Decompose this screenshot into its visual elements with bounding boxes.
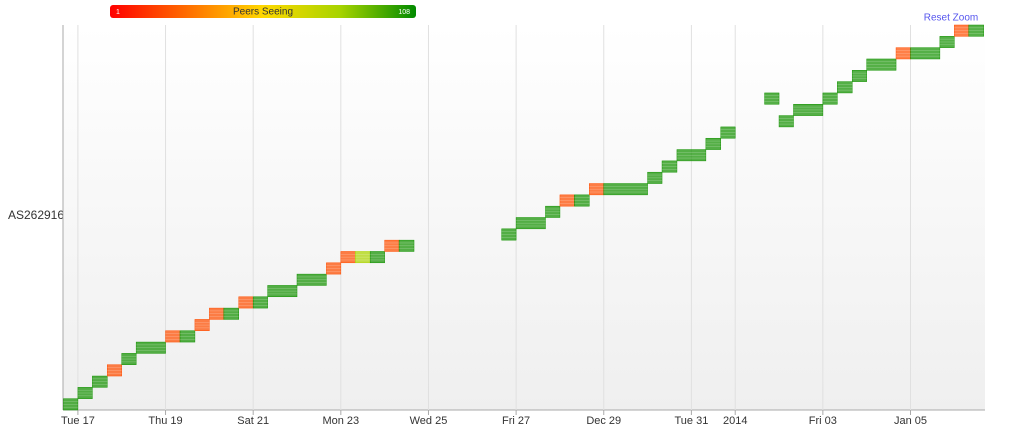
x-tick-label: Tue 17 bbox=[61, 415, 95, 427]
prefix-block bbox=[194, 319, 210, 331]
prefix-block bbox=[296, 273, 327, 286]
prefix-block bbox=[866, 58, 897, 71]
prefix-block bbox=[676, 149, 707, 162]
prefix-block bbox=[135, 341, 166, 354]
color-legend bbox=[110, 5, 416, 18]
prefix-block bbox=[822, 92, 838, 105]
prefix-block bbox=[179, 330, 196, 343]
x-tick-label: Wed 25 bbox=[410, 415, 448, 427]
x-tick-label: Fri 03 bbox=[809, 415, 837, 427]
legend-min: 1 bbox=[116, 9, 120, 16]
prefix-block bbox=[647, 171, 663, 184]
x-tick-label: Sat 21 bbox=[237, 415, 269, 427]
prefix-block bbox=[778, 115, 794, 128]
prefix-block bbox=[968, 24, 984, 37]
prefix-block bbox=[910, 47, 941, 60]
reset-zoom[interactable]: Reset Zoom bbox=[924, 13, 978, 24]
prefix-block bbox=[705, 137, 722, 150]
prefix-block bbox=[252, 296, 268, 309]
prefix-block bbox=[661, 160, 678, 173]
x-tick-label: Thu 19 bbox=[148, 415, 182, 427]
prefix-block bbox=[63, 398, 79, 411]
prefix-block bbox=[398, 239, 415, 252]
prefix-block bbox=[939, 36, 955, 48]
prefix-block bbox=[267, 285, 298, 298]
prefix-block bbox=[851, 70, 867, 82]
prefix-block bbox=[545, 205, 561, 218]
prefix-block bbox=[501, 228, 517, 241]
legend-max: 108 bbox=[398, 9, 410, 16]
x-tick-label: Fri 27 bbox=[502, 415, 530, 427]
prefix-block bbox=[326, 262, 342, 275]
x-tick-label: 2014 bbox=[723, 415, 747, 427]
prefix-block bbox=[603, 183, 648, 196]
prefix-block bbox=[720, 126, 736, 139]
prefix-block bbox=[107, 364, 122, 377]
prefix-block bbox=[793, 104, 824, 116]
prefix-block bbox=[223, 307, 239, 320]
legend-title: Peers Seeing bbox=[233, 7, 293, 18]
prefix-block bbox=[77, 387, 93, 399]
x-tick-label: Mon 23 bbox=[322, 415, 359, 427]
prefix-block bbox=[92, 375, 108, 388]
y-label: AS262916 bbox=[8, 208, 64, 222]
prefix-block bbox=[574, 194, 590, 207]
x-tick-label: Tue 31 bbox=[674, 415, 708, 427]
prefix-block bbox=[515, 217, 546, 230]
prefix-block bbox=[764, 92, 780, 105]
x-tick-label: Jan 05 bbox=[894, 415, 927, 427]
x-tick-label: Dec 29 bbox=[586, 415, 621, 427]
prefix-block bbox=[837, 81, 853, 94]
prefix-block bbox=[369, 251, 385, 264]
prefix-block bbox=[121, 353, 137, 365]
